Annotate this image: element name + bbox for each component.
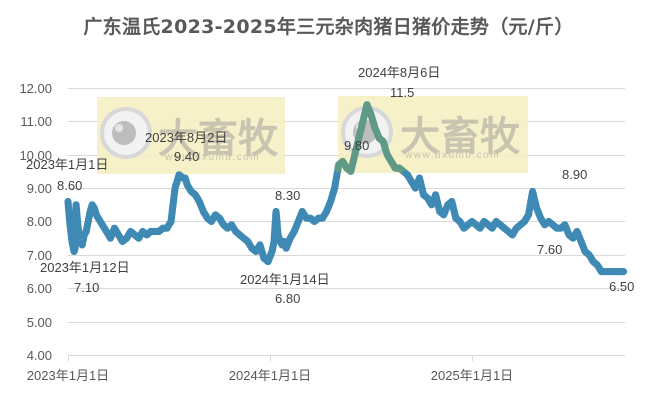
annotation-date: 2024年8月6日 xyxy=(358,65,440,80)
annotation-value: 9.80 xyxy=(344,138,369,153)
watermark-url: www.dxumu.com xyxy=(164,152,260,163)
y-tick-label: 5.00 xyxy=(27,315,52,330)
annotation-value: 8.60 xyxy=(57,178,82,193)
watermark-text: 大畜牧 xyxy=(158,116,279,162)
chart-title: 广东温氏2023-2025年三元杂肉猪日猪价走势（元/斤） xyxy=(83,16,574,38)
annotation-date: 2023年8月2日 xyxy=(145,130,227,145)
data-point-marker xyxy=(619,268,628,276)
x-tick-label: 2023年1月1日 xyxy=(27,368,109,383)
y-tick-label: 9.00 xyxy=(27,181,52,196)
x-tick-label: 2024年1月1日 xyxy=(229,368,311,383)
y-tick-label: 12.00 xyxy=(19,81,52,96)
y-tick-label: 8.00 xyxy=(27,214,52,229)
annotation-date: 2023年1月1日 xyxy=(26,157,108,172)
annotation-value: 6.80 xyxy=(275,291,300,306)
y-tick-label: 4.00 xyxy=(27,348,52,363)
y-tick-label: 11.00 xyxy=(20,114,52,129)
x-axis: 2023年1月1日 2024年1月1日 2025年1月1日 xyxy=(27,368,513,383)
annotation-date: 2023年1月12日 xyxy=(40,260,130,275)
annotation-value: 7.60 xyxy=(537,242,562,257)
annotation-value: 8.90 xyxy=(562,167,587,182)
watermark-url: www.dxumu.com xyxy=(404,150,500,161)
annotation-value: 8.30 xyxy=(275,188,300,203)
annotation-value: 6.50 xyxy=(609,279,634,294)
x-tick-label: 2025年1月1日 xyxy=(431,368,513,383)
annotation-date: 2024年1月14日 xyxy=(240,272,330,287)
annotation-value: 11.5 xyxy=(390,85,414,100)
y-tick-label: 10.00 xyxy=(19,148,52,163)
watermark-left: 大畜牧 www.dxumu.com xyxy=(97,97,285,174)
annotation-value: 9.40 xyxy=(174,149,199,164)
price-series xyxy=(64,101,628,276)
watermark-text: 大畜牧 xyxy=(400,114,521,160)
annotations: 2023年1月1日 8.60 2023年1月12日 7.10 2023年8月2日… xyxy=(26,65,634,306)
y-tick-label: 7.00 xyxy=(27,248,52,263)
y-tick-label: 6.00 xyxy=(27,281,52,296)
y-axis: 12.00 11.00 10.00 9.00 8.00 7.00 6.00 5.… xyxy=(19,81,52,363)
annotation-value: 7.10 xyxy=(74,280,99,295)
